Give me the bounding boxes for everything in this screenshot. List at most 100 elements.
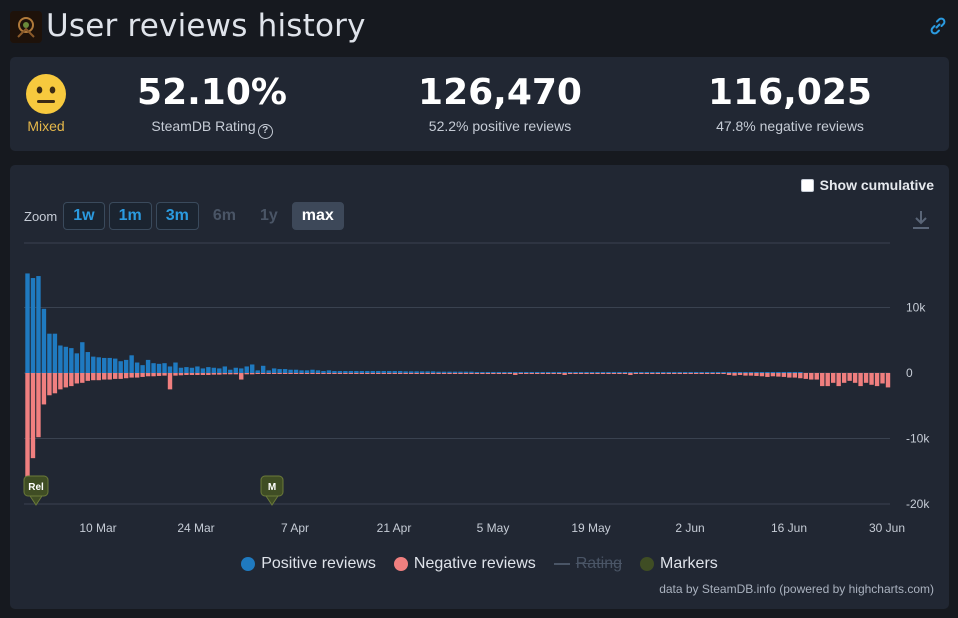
positive-bar xyxy=(502,372,507,373)
negative-bar xyxy=(96,373,101,381)
negative-bar xyxy=(102,373,107,380)
positive-bar xyxy=(688,372,693,373)
show-cumulative-toggle[interactable]: Show cumulative xyxy=(800,177,934,193)
positive-bar xyxy=(343,371,348,373)
negative-bar xyxy=(639,373,644,374)
positive-bar xyxy=(288,369,293,373)
negative-bar xyxy=(562,373,567,375)
positive-bar xyxy=(63,346,69,373)
negative-bar xyxy=(151,373,156,377)
game-icon xyxy=(10,11,42,43)
positive-bar xyxy=(518,372,523,373)
zoom-1m-button[interactable]: 1m xyxy=(108,202,152,230)
negative-bar xyxy=(589,373,595,374)
download-icon[interactable] xyxy=(911,209,931,231)
legend-rating[interactable]: Rating xyxy=(553,555,622,573)
negative-bar xyxy=(145,373,151,377)
negative-bar xyxy=(584,373,589,374)
y-tick-label: 0 xyxy=(906,366,913,380)
negative-bar xyxy=(463,373,469,374)
positive-bar xyxy=(85,352,90,373)
reviews-chart: 10k 0 -10k -20k 10 Mar 24 Mar 7 Apr 21 Apr 5 May… xyxy=(23,242,930,535)
negative-bar xyxy=(540,373,545,374)
positive-bar xyxy=(606,372,611,373)
negative-bar xyxy=(474,373,480,374)
negative-bar xyxy=(58,373,63,390)
negative-bar xyxy=(36,373,41,438)
negative-bar xyxy=(107,373,112,380)
positive-bar xyxy=(529,372,534,373)
negative-bar xyxy=(863,373,869,383)
negative-bar xyxy=(507,373,513,374)
zoom-1y-button[interactable]: 1y xyxy=(259,207,278,224)
negative-bar xyxy=(611,373,617,374)
positive-bar xyxy=(556,372,562,373)
legend-positive-label: Positive reviews xyxy=(261,555,376,572)
negative-bar xyxy=(239,373,244,380)
zoom-label: Zoom xyxy=(24,208,58,224)
negative-bar xyxy=(315,373,321,374)
positive-bar xyxy=(463,371,469,373)
zoom-1w-button[interactable]: 1w xyxy=(63,202,105,230)
positive-bar xyxy=(611,372,617,373)
legend-positive[interactable]: Positive reviews xyxy=(241,555,376,573)
positive-bar xyxy=(310,369,315,373)
positive-bar xyxy=(58,345,63,373)
negative-bar xyxy=(726,373,732,375)
negative-bar xyxy=(140,373,145,377)
help-icon[interactable]: ? xyxy=(257,124,273,139)
positive-bar xyxy=(425,371,430,373)
zoom-3m-button[interactable]: 3m xyxy=(155,202,199,230)
negative-bar xyxy=(123,373,129,379)
negative-bar xyxy=(595,373,600,374)
cumulative-checkbox[interactable] xyxy=(800,178,814,192)
negative-bar xyxy=(85,373,90,381)
positive-bar xyxy=(250,364,255,373)
negative-bar xyxy=(348,373,354,374)
negative-bar xyxy=(255,373,260,374)
positive-bar xyxy=(228,369,233,373)
positive-bar xyxy=(666,372,671,373)
negative-bar xyxy=(524,373,529,374)
link-icon[interactable] xyxy=(928,16,948,36)
negative-bar xyxy=(600,373,606,374)
zoom-6m-button[interactable]: 6m xyxy=(212,207,236,224)
negative-bar xyxy=(573,373,578,374)
positive-bar xyxy=(365,371,370,373)
positive-bar xyxy=(206,367,211,373)
zoom-max-button[interactable]: max xyxy=(291,202,344,230)
negative-bar xyxy=(776,373,781,377)
legend-negative[interactable]: Negative reviews xyxy=(393,555,536,573)
negative-bar xyxy=(80,373,85,383)
negative-bar xyxy=(260,373,266,374)
positive-bar xyxy=(469,371,474,373)
positive-bar xyxy=(414,371,419,373)
positive-bar xyxy=(167,366,173,373)
negative-bar xyxy=(672,373,677,374)
negative-bar xyxy=(91,373,96,381)
positive-bar xyxy=(69,348,74,373)
negative-bar xyxy=(178,373,184,376)
negative-bar xyxy=(748,373,754,376)
positive-bar xyxy=(217,368,222,373)
positive-bar xyxy=(239,368,244,373)
positive-bar xyxy=(595,372,600,373)
positive-bar xyxy=(573,372,578,373)
legend-markers[interactable]: Markers xyxy=(640,555,718,573)
positive-bar xyxy=(513,372,518,373)
negative-bar xyxy=(354,373,359,374)
negative-dot-icon xyxy=(393,557,408,571)
positive-bar xyxy=(441,371,447,373)
negative-bar xyxy=(277,373,282,374)
positive-bar xyxy=(332,371,337,373)
negative-bar xyxy=(414,373,419,374)
negative-bar xyxy=(529,373,534,374)
positive-bar xyxy=(321,371,326,373)
x-tick-label: 21 Apr xyxy=(377,521,412,535)
negative-bar xyxy=(721,373,726,374)
positive-bar xyxy=(293,369,299,373)
positive-bar xyxy=(392,371,397,373)
negative-bar xyxy=(633,373,639,374)
header: User reviews history xyxy=(10,8,950,48)
positive-bar xyxy=(398,371,403,373)
